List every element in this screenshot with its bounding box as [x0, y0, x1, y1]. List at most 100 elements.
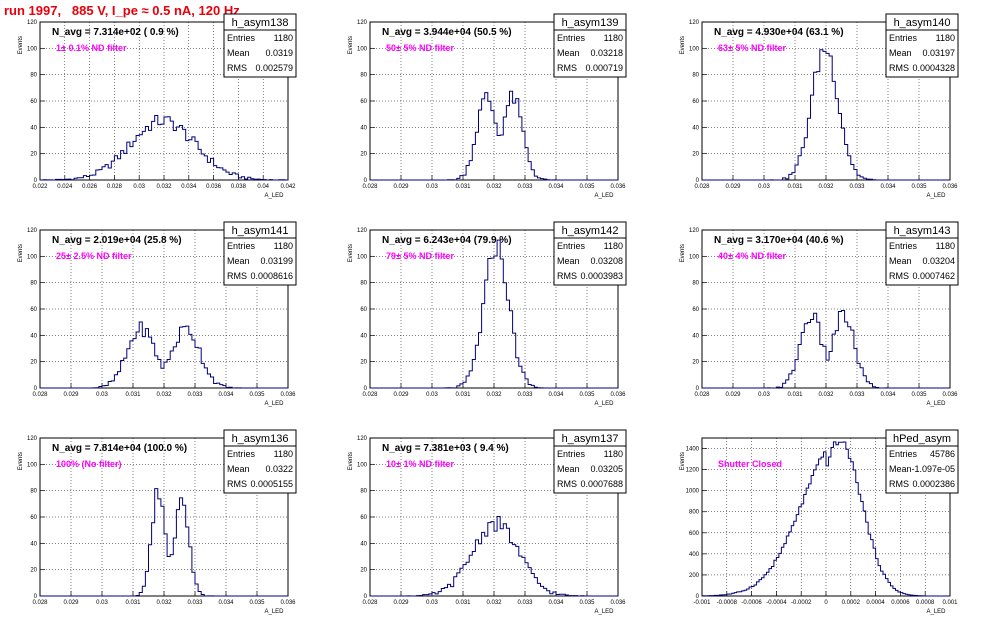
x-tick-label: 0.033	[187, 600, 203, 606]
stats-value: 45786	[930, 449, 955, 459]
y-tick-label: 120	[689, 228, 700, 234]
stats-value: 0.03204	[922, 256, 955, 266]
x-tick-label: 0.034	[181, 184, 197, 190]
x-tick-label: 0.03	[426, 600, 438, 606]
y-tick-label: 200	[689, 573, 700, 579]
x-tick-label: 0.028	[694, 392, 710, 398]
x-tick-label: 0.032	[486, 392, 502, 398]
histogram-panel-h_asym139: 0.028 0.029 0.03 0.031 0.032 0.033 0.034 0.035 0…	[348, 13, 627, 199]
stats-value: 0.03208	[590, 256, 623, 266]
x-tick-label: 0.035	[911, 184, 927, 190]
y-tick-label: 80	[30, 73, 37, 79]
x-tick-label: 0.036	[942, 392, 958, 398]
x-tick-label: 0.031	[455, 392, 471, 398]
y-tick-label: 400	[689, 552, 700, 558]
x-tick-label: 0.03	[758, 392, 770, 398]
x-tick-label: 0.03	[96, 600, 108, 606]
histogram-panel-hPed_asym: -0.001 -0.0008 -0.0006 -0.0004 -0.0002 0 0.000…	[680, 429, 959, 615]
histogram-title: h_asym143	[894, 225, 951, 237]
x-tick-label: 0.034	[880, 392, 896, 398]
y-tick-label: 100	[27, 254, 38, 260]
histogram-panel-h_asym137: 0.028 0.029 0.03 0.031 0.032 0.033 0.034 0.035 0…	[348, 429, 627, 615]
histogram-title: h_asym140	[894, 17, 951, 29]
x-tick-label: 0.029	[725, 184, 741, 190]
x-tick-label: 0.036	[610, 184, 626, 190]
y-tick-label: 120	[357, 20, 368, 26]
stats-label: Mean	[227, 48, 250, 58]
stats-value: 1180	[604, 449, 623, 459]
x-axis-label: A_LED	[264, 609, 284, 615]
x-tick-label: 0.029	[63, 600, 79, 606]
y-axis-label: Events	[18, 36, 24, 54]
y-tick-label: 100	[689, 254, 700, 260]
stats-label: Entries	[227, 449, 256, 459]
histogram-series-h_asym136	[40, 488, 288, 597]
y-tick-label: 100	[357, 254, 368, 260]
y-tick-label: 80	[692, 73, 699, 79]
x-tick-label: 0.032	[156, 184, 172, 190]
y-tick-label: 60	[360, 307, 367, 313]
stats-value: 0.000719	[585, 63, 623, 73]
histogram-title: h_asym141	[232, 225, 289, 237]
y-tick-label: 100	[27, 462, 38, 468]
stats-box	[553, 13, 627, 78]
y-tick-label: 0	[696, 594, 700, 600]
histogram-series-h_asym141	[40, 321, 288, 389]
histogram-series-h_asym138	[40, 115, 288, 181]
y-axis-label: Events	[348, 452, 354, 470]
stats-value: 0.03205	[590, 464, 623, 474]
x-tick-label: -0.001	[693, 600, 711, 606]
histogram-title: hPed_asym	[893, 433, 951, 445]
stats-value: 0.0004328	[912, 63, 955, 73]
histogram-panel-h_asym142: 0.028 0.029 0.03 0.031 0.032 0.033 0.034 0.035 0…	[348, 221, 627, 407]
x-tick-label: 0.028	[694, 184, 710, 190]
y-tick-label: 0	[364, 594, 368, 600]
y-tick-label: 600	[689, 531, 700, 537]
stats-label: Entries	[227, 33, 256, 43]
y-tick-label: 60	[360, 99, 367, 105]
y-tick-label: 60	[360, 515, 367, 521]
histogram-panel-h_asym136: 0.028 0.029 0.03 0.031 0.032 0.033 0.034 0.035 0…	[18, 429, 297, 615]
stats-value: 0.0007462	[912, 271, 955, 281]
x-tick-label: 0.03	[96, 392, 108, 398]
stats-value: 1180	[274, 241, 293, 251]
y-tick-label: 80	[360, 73, 367, 79]
x-tick-label: 0.032	[818, 184, 834, 190]
x-axis-label: A_LED	[264, 193, 284, 199]
stats-value: 1180	[936, 33, 955, 43]
x-tick-label: 0.032	[486, 184, 502, 190]
x-tick-label: 0	[824, 600, 828, 606]
x-tick-label: 0.036	[610, 600, 626, 606]
x-tick-label: 0.0008	[916, 600, 935, 606]
filter-note: 50± 5% ND filter	[386, 43, 454, 53]
x-tick-label: 0.029	[393, 600, 409, 606]
x-tick-label: 0.026	[82, 184, 98, 190]
x-tick-label: 0.034	[548, 392, 564, 398]
y-tick-label: 1200	[686, 468, 700, 474]
y-tick-label: 80	[692, 281, 699, 287]
stats-label: Mean	[557, 256, 580, 266]
y-tick-label: 40	[692, 333, 699, 339]
y-tick-label: 800	[689, 510, 700, 516]
x-tick-label: 0.034	[880, 184, 896, 190]
x-tick-label: 0.035	[911, 392, 927, 398]
y-tick-label: 80	[360, 281, 367, 287]
histogram-series-hPed_asym	[701, 441, 950, 597]
y-tick-label: 100	[357, 46, 368, 52]
stats-label: RMS	[889, 63, 909, 73]
stats-box	[553, 221, 627, 286]
x-tick-label: 0.0002	[842, 600, 861, 606]
navg-label: N_avg = 7.381e+03 ( 9.4 %)	[382, 443, 509, 454]
stats-label: RMS	[889, 479, 909, 489]
y-tick-label: 40	[30, 333, 37, 339]
navg-label: N_avg = 6.243e+04 (79.9 %)	[382, 235, 512, 246]
x-tick-label: 0.034	[548, 600, 564, 606]
filter-note: 79± 5% ND filter	[386, 251, 454, 261]
y-tick-label: 100	[27, 46, 38, 52]
stats-label: Mean	[227, 256, 250, 266]
y-tick-label: 1400	[686, 447, 700, 453]
x-tick-label: 0.028	[362, 600, 378, 606]
filter-note: 25± 2.5% ND filter	[56, 251, 132, 261]
stats-box	[885, 429, 959, 494]
x-tick-label: 0.028	[362, 392, 378, 398]
